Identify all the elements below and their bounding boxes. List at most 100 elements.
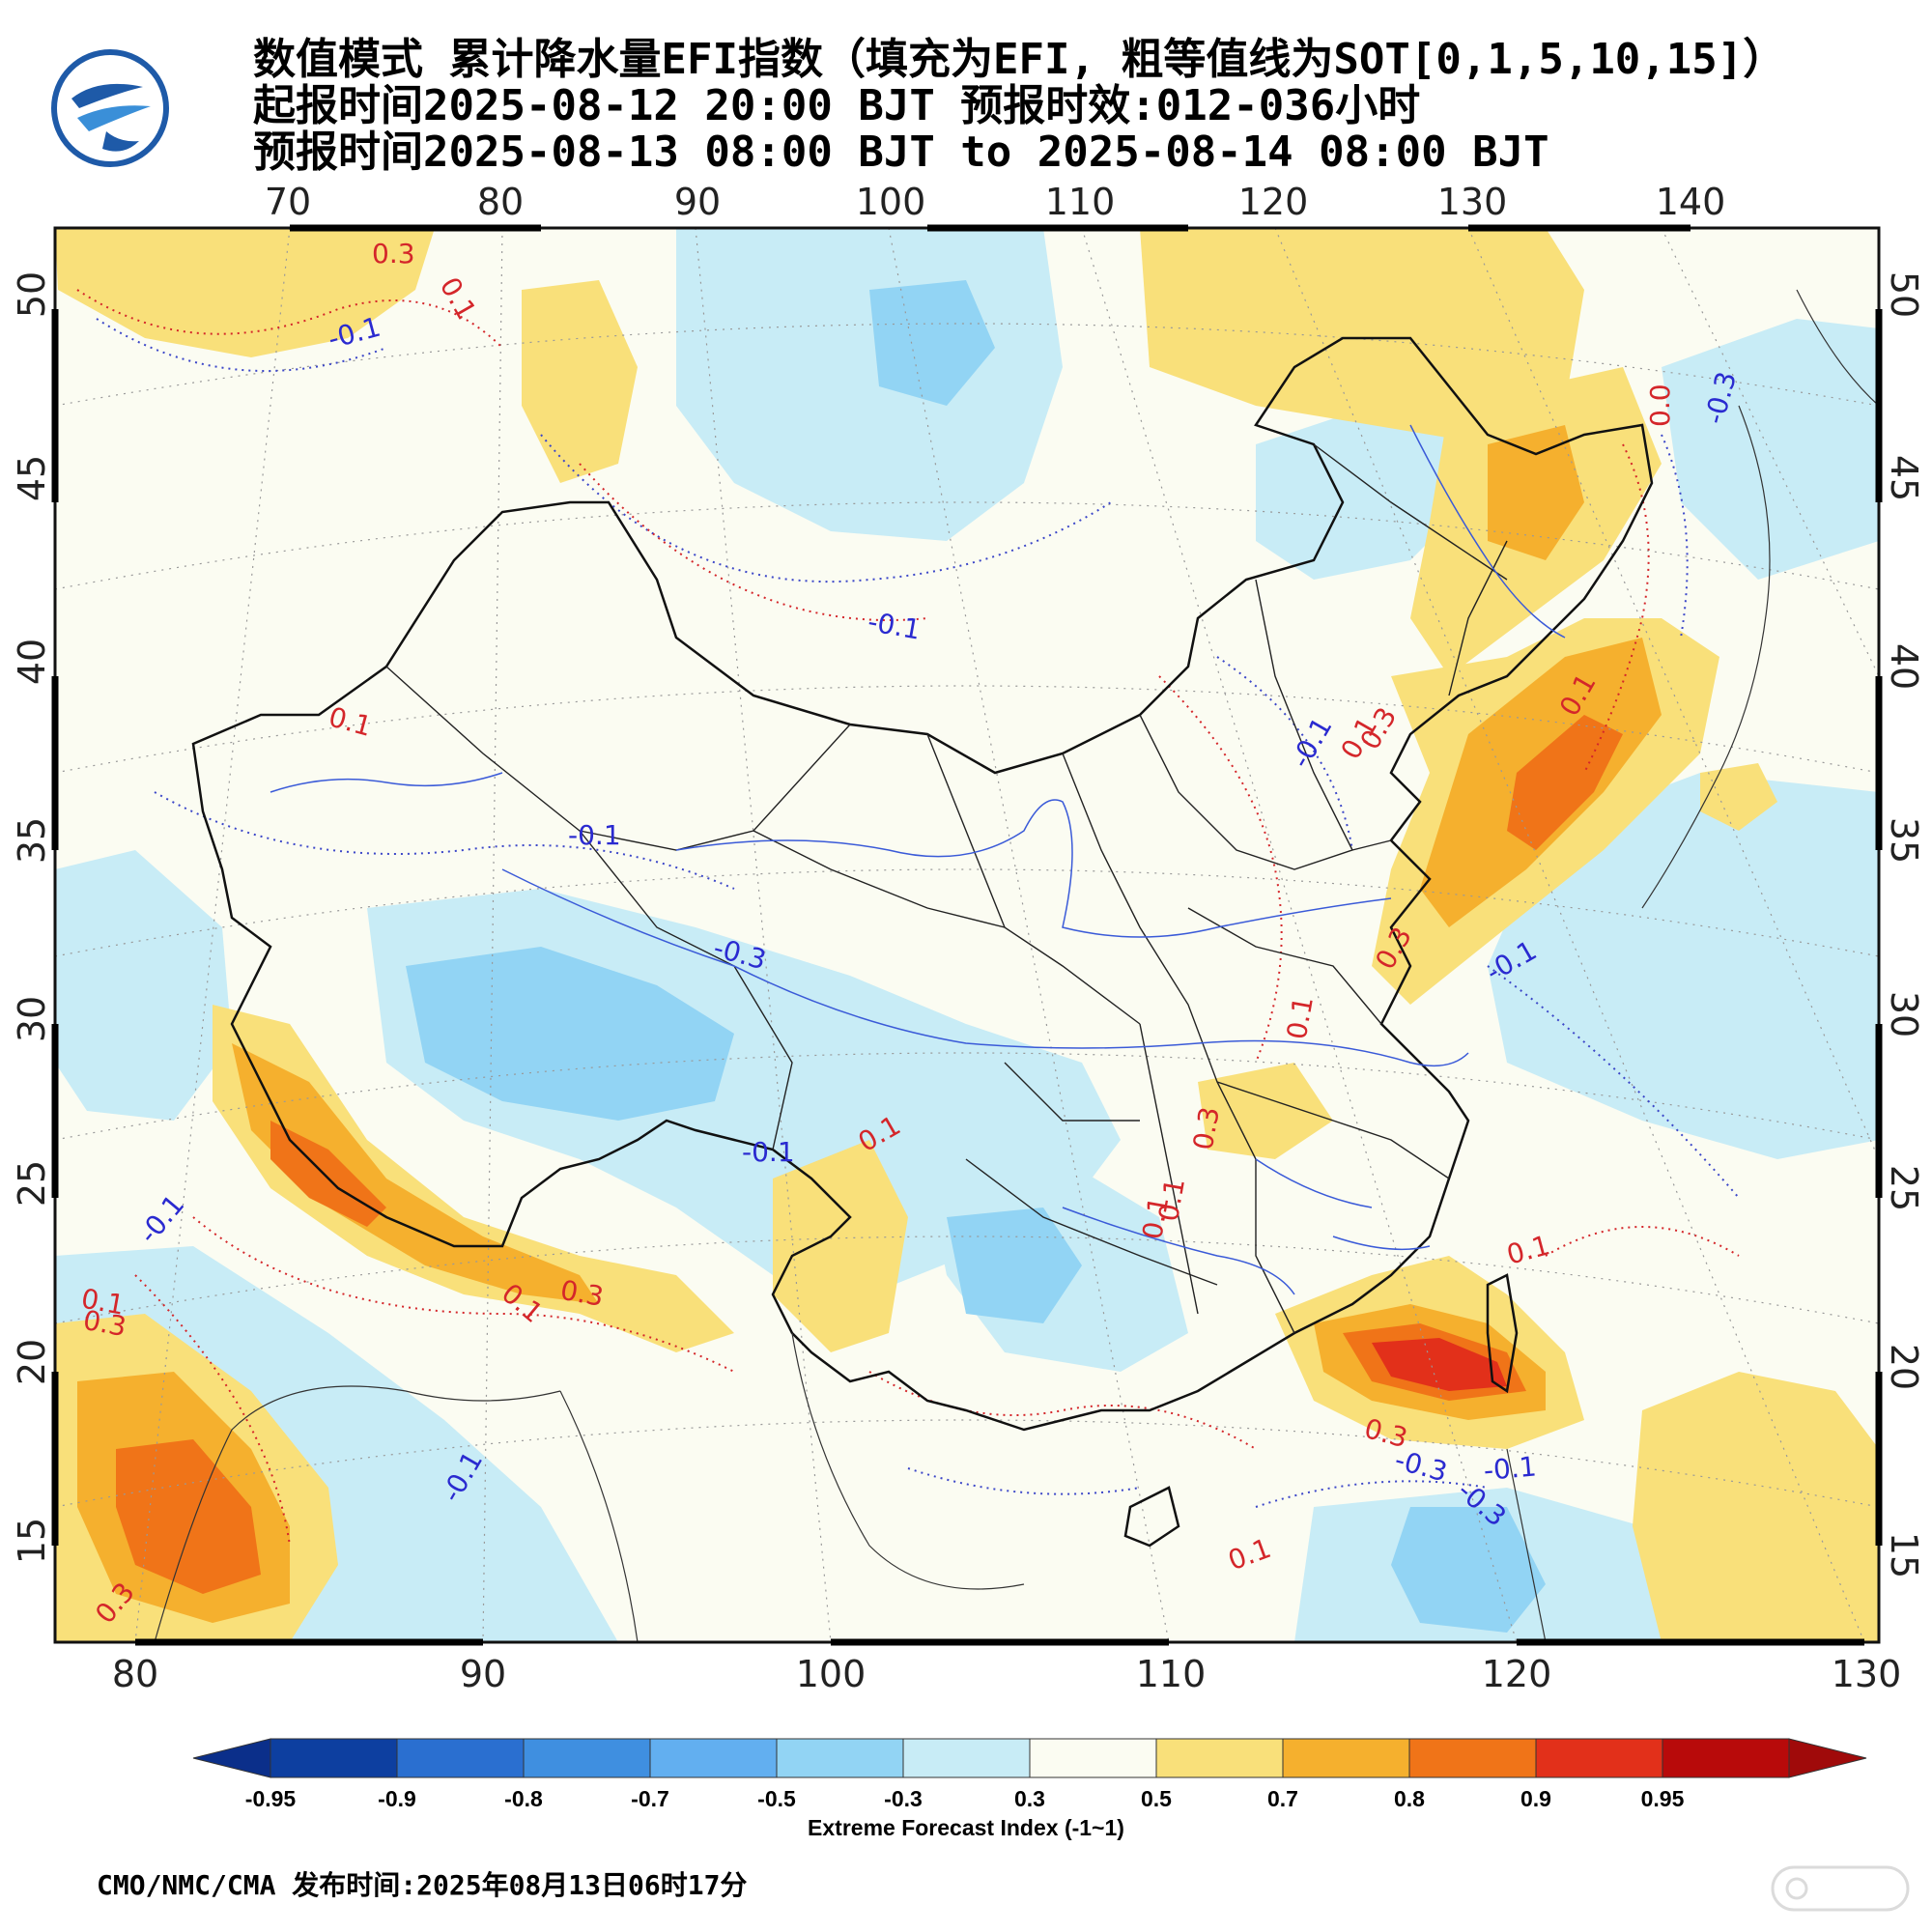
colorbar-tick-label: 0.5	[1141, 1786, 1172, 1811]
efi-region-bengal-darkorange	[116, 1439, 261, 1594]
efi-region-tibet-core	[406, 947, 734, 1121]
sot-contours	[76, 289, 1740, 1547]
colorbar-segment	[1408, 1738, 1537, 1778]
colorbar-segment	[649, 1738, 778, 1778]
colorbar: -0.95 -0.9 -0.8 -0.7 -0.5 -0.3 0.3 0.5 0.7 0.8 0.9…	[192, 1738, 1867, 1811]
colorbar-segment	[270, 1738, 398, 1778]
top-lon-label: 80	[477, 181, 524, 223]
efi-region-far-north	[1140, 228, 1584, 444]
bottom-lon-label: 120	[1482, 1653, 1552, 1695]
top-lon-label: 70	[265, 181, 311, 223]
left-lat-label: 40	[11, 639, 53, 685]
efi-region-yunnan	[947, 1208, 1082, 1323]
contour-label: 0.1	[1136, 1194, 1175, 1242]
right-lat-label: 15	[1883, 1532, 1925, 1578]
efi-region-taiwan-red	[1372, 1338, 1507, 1391]
efi-region-philippines	[1633, 1372, 1879, 1642]
efi-region-japan-spot	[1700, 763, 1777, 831]
colorbar-tick-label: -0.95	[245, 1786, 297, 1811]
efi-region-west	[55, 850, 232, 1121]
left-lat-label: 15	[11, 1518, 53, 1564]
bottom-lon-label: 110	[1136, 1653, 1207, 1695]
contour-label: 0.3	[1187, 1104, 1226, 1152]
colorbar-right-arrow	[1788, 1738, 1867, 1778]
colorbar-segment	[902, 1738, 1031, 1778]
efi-region-northeast-blue	[1256, 406, 1468, 580]
contour-label: 0.1	[79, 1282, 128, 1321]
top-lon-label: 100	[856, 181, 926, 223]
graticule	[55, 228, 1879, 1642]
colorbar-tick-label: 0.9	[1520, 1786, 1551, 1811]
left-lat-label: 45	[11, 455, 53, 501]
colorbar-segment	[1282, 1738, 1410, 1778]
efi-region-altai	[522, 280, 638, 483]
left-lat-label: 25	[11, 1160, 53, 1207]
contour-label: 0.1	[1152, 1176, 1191, 1224]
colorbar-left-arrow	[192, 1738, 271, 1778]
footer-issue-time: CMO/NMC/CMA 发布时间:2025年08月13日06时17分	[97, 1869, 748, 1901]
colorbar-title: Extreme Forecast Index (-1~1)	[808, 1815, 1124, 1840]
colorbar-tick-label: 0.7	[1267, 1786, 1298, 1811]
right-lat-label: 45	[1883, 455, 1925, 501]
colorbar-segment	[776, 1738, 904, 1778]
frame-thick-ticks	[51, 224, 1883, 1646]
colorbar-tick-label: -0.7	[631, 1786, 669, 1811]
cma-logo-icon	[51, 49, 169, 167]
colorbar-segment	[1662, 1738, 1790, 1778]
right-lat-label: 35	[1883, 817, 1925, 864]
right-lat-label: 30	[1883, 991, 1925, 1037]
colorbar-segment	[396, 1738, 525, 1778]
colorbar-segment	[523, 1738, 651, 1778]
efi-region-yunnan-yellow	[773, 1140, 908, 1352]
contour-label: -0.1	[742, 1136, 795, 1168]
top-lon-label: 140	[1656, 181, 1726, 223]
china-border	[191, 336, 1654, 1432]
efi-fill-layer	[55, 228, 1879, 1642]
chart-title-line2: 起报时间2025-08-12 20:00 BJT 预报时效:012-036小时	[253, 81, 1421, 130]
efi-region-pacific	[1488, 773, 1879, 1159]
colorbar-tick-label: 0.95	[1641, 1786, 1685, 1811]
rivers	[270, 424, 1566, 1295]
contour-label: -0.1	[568, 819, 621, 851]
efi-region-himalaya-orange	[232, 1043, 599, 1304]
chart-title-line1: 数值模式 累计降水量EFI指数（填充为EFI, 粗等值线为SOT[0,1,5,1…	[253, 35, 1786, 84]
colorbar-segment	[1155, 1738, 1284, 1778]
neighbor-borders	[154, 289, 1879, 1642]
bottom-lon-ticks: 80 90 100 110 120 130	[112, 1653, 1901, 1695]
efi-region-japan-north	[1662, 319, 1879, 580]
efi-region-kazakh	[55, 228, 435, 357]
right-lat-label: 40	[1883, 643, 1925, 690]
right-lat-label: 20	[1883, 1344, 1925, 1390]
left-lat-label: 50	[11, 271, 53, 318]
top-lon-label: 120	[1238, 181, 1309, 223]
top-lon-label: 130	[1437, 181, 1508, 223]
left-lat-label: 30	[11, 996, 53, 1042]
efi-region-heilongjiang-orange	[1488, 425, 1584, 560]
colorbar-tick-label: 0.8	[1394, 1786, 1425, 1811]
colorbar-segment	[1535, 1738, 1663, 1778]
contour-label: 0.0	[1644, 384, 1676, 427]
colorbar-tick-label: -0.8	[504, 1786, 543, 1811]
right-lat-label: 50	[1883, 271, 1925, 318]
contour-label: 0.1	[1281, 994, 1320, 1042]
chart-title-line3: 预报时间2025-08-13 08:00 BJT to 2025-08-14 0…	[253, 128, 1549, 177]
hainan-island	[1123, 1486, 1180, 1548]
right-lat-label: 25	[1883, 1165, 1925, 1211]
right-lat-ticks: 50 45 40 35 30 25 20 15	[1883, 271, 1925, 1578]
contour-label: 0.3	[81, 1304, 129, 1343]
contour-label: 0.3	[372, 238, 415, 270]
contour-label: -0.1	[1483, 1450, 1538, 1487]
colorbar-segment	[1029, 1738, 1157, 1778]
taiwan-island	[1486, 1273, 1519, 1394]
top-lon-ticks: 70 80 90 100 110 120 130 140	[265, 181, 1725, 223]
bottom-lon-label: 130	[1832, 1653, 1902, 1695]
colorbar-tick-label: 0.3	[1014, 1786, 1045, 1811]
bottom-lon-label: 100	[796, 1653, 867, 1695]
efi-region-mongolia-core	[869, 280, 995, 406]
bottom-lon-label: 90	[460, 1653, 506, 1695]
top-lon-label: 90	[674, 181, 721, 223]
contour-label: 0.3	[558, 1274, 607, 1313]
colorbar-tick-label: -0.5	[757, 1786, 796, 1811]
efi-region-himalaya	[213, 1005, 734, 1352]
